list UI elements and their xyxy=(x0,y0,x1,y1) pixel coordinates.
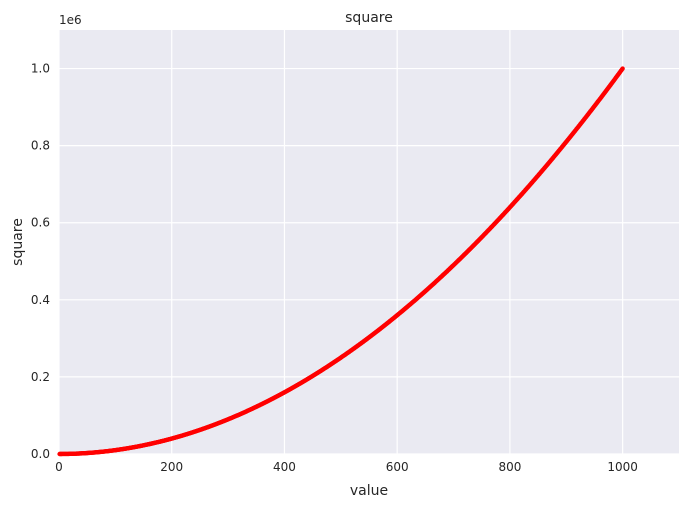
x-tick-label: 1000 xyxy=(607,460,638,474)
x-ticks: 0 200 400 600 800 1000 xyxy=(55,460,638,474)
plot-background xyxy=(59,30,679,454)
y-tick-label: 0.2 xyxy=(31,370,50,384)
y-tick-label: 0.8 xyxy=(31,139,50,153)
x-tick-label: 800 xyxy=(498,460,521,474)
y-tick-label: 0.6 xyxy=(31,216,50,230)
x-tick-label: 400 xyxy=(273,460,296,474)
y-tick-label: 0.4 xyxy=(31,293,50,307)
x-tick-label: 0 xyxy=(55,460,63,474)
x-tick-label: 200 xyxy=(160,460,183,474)
x-axis-label: value xyxy=(350,483,388,499)
data-points xyxy=(57,66,625,457)
grid xyxy=(58,30,679,455)
y-scale-label: 1e6 xyxy=(59,13,82,27)
y-axis-label: square xyxy=(10,218,26,266)
y-tick-label: 1.0 xyxy=(31,62,50,76)
x-tick-label: 600 xyxy=(386,460,409,474)
chart-title: square xyxy=(345,10,393,26)
data-point xyxy=(620,66,625,71)
y-ticks: 0.0 0.2 0.4 0.6 0.8 1.0 xyxy=(31,62,50,461)
y-tick-label: 0.0 xyxy=(31,447,50,461)
